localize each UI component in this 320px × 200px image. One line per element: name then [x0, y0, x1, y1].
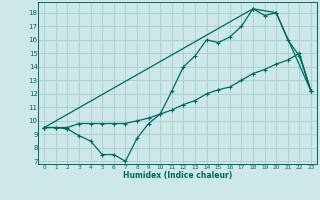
X-axis label: Humidex (Indice chaleur): Humidex (Indice chaleur) [123, 171, 232, 180]
